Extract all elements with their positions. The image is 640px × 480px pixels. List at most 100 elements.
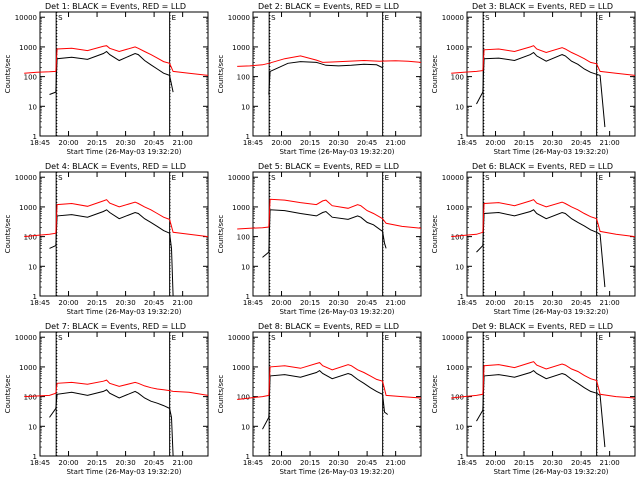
x-tick-label: 20:00 bbox=[271, 459, 291, 467]
y-axis-label: Counts/sec bbox=[431, 215, 439, 254]
y-tick-label: 10000 bbox=[442, 14, 464, 22]
x-tick-label: 20:15 bbox=[514, 139, 534, 147]
x-tick-label: 20:45 bbox=[144, 139, 164, 147]
x-tick-label: 20:45 bbox=[144, 459, 164, 467]
lld-series-line bbox=[237, 198, 422, 230]
events-series-line bbox=[262, 209, 387, 258]
plot-frame bbox=[466, 331, 636, 457]
x-tick-label: 18:45 bbox=[457, 299, 477, 307]
events-series-line bbox=[262, 369, 389, 430]
events-series-line bbox=[49, 209, 174, 297]
y-tick-label: 100 bbox=[24, 394, 37, 402]
y-tick-label: 1 bbox=[246, 453, 250, 461]
x-axis-label: Start Time (26-May-03 19:32:20) bbox=[493, 308, 608, 316]
x-tick-label: 20:00 bbox=[271, 299, 291, 307]
y-axis-label: Counts/sec bbox=[431, 55, 439, 94]
y-tick-label: 10 bbox=[241, 103, 250, 111]
panel-title: Det 7: BLACK = Events, RED = LLD bbox=[45, 322, 186, 331]
time-marker-label: S bbox=[58, 14, 63, 22]
panel-5: Det 5: BLACK = Events, RED = LLD 1 10 100 10… bbox=[217, 162, 422, 316]
plot-frame bbox=[39, 331, 209, 457]
events-series-line bbox=[476, 209, 606, 288]
time-marker-label: E bbox=[599, 174, 603, 182]
panel-title: Det 1: BLACK = Events, RED = LLD bbox=[45, 2, 186, 11]
panel-2: Det 2: BLACK = Events, RED = LLD 1 10 100 10… bbox=[217, 2, 422, 156]
panel-3: Det 3: BLACK = Events, RED = LLD 1 10 100 10… bbox=[431, 2, 636, 156]
x-tick-label: 21:00 bbox=[173, 459, 193, 467]
plot-frame bbox=[39, 11, 209, 137]
x-tick-label: 20:30 bbox=[115, 299, 135, 307]
time-marker-label: E bbox=[599, 334, 603, 342]
x-tick-label: 20:45 bbox=[357, 459, 377, 467]
y-axis-label: Counts/sec bbox=[217, 375, 225, 414]
x-tick-label: 21:00 bbox=[173, 299, 193, 307]
x-tick-label: 20:30 bbox=[115, 139, 135, 147]
y-axis-label: Counts/sec bbox=[4, 215, 12, 254]
y-tick-label: 100 bbox=[237, 234, 250, 242]
events-series-line bbox=[49, 50, 174, 95]
y-tick-label: 10000 bbox=[228, 174, 250, 182]
x-tick-label: 20:30 bbox=[328, 139, 348, 147]
y-tick-label: 1000 bbox=[232, 204, 250, 212]
x-tick-label: 20:00 bbox=[485, 299, 505, 307]
x-tick-label: 20:45 bbox=[571, 459, 591, 467]
y-tick-label: 1000 bbox=[19, 44, 37, 52]
time-marker-label: S bbox=[485, 174, 490, 182]
events-series-line bbox=[268, 61, 383, 95]
y-axis-label: Counts/sec bbox=[4, 375, 12, 414]
y-tick-label: 10 bbox=[28, 263, 37, 271]
x-axis-label: Start Time (26-May-03 19:32:20) bbox=[493, 468, 608, 476]
x-axis-label: Start Time (26-May-03 19:32:20) bbox=[66, 148, 181, 156]
y-tick-label: 1000 bbox=[19, 204, 37, 212]
time-marker-label: S bbox=[271, 174, 276, 182]
plot-frame bbox=[39, 171, 209, 297]
y-tick-label: 1000 bbox=[446, 204, 464, 212]
lld-series-line bbox=[24, 379, 209, 398]
y-tick-label: 1000 bbox=[446, 364, 464, 372]
x-tick-label: 20:00 bbox=[58, 139, 78, 147]
lld-series-line bbox=[24, 199, 209, 238]
y-tick-label: 10 bbox=[28, 423, 37, 431]
x-tick-label: 20:45 bbox=[357, 299, 377, 307]
y-tick-label: 10000 bbox=[442, 174, 464, 182]
time-marker-label: E bbox=[172, 174, 176, 182]
x-tick-label: 20:15 bbox=[300, 459, 320, 467]
panel-title: Det 5: BLACK = Events, RED = LLD bbox=[258, 162, 399, 171]
y-tick-label: 1 bbox=[33, 453, 37, 461]
x-tick-label: 18:45 bbox=[243, 299, 263, 307]
x-tick-label: 20:00 bbox=[485, 139, 505, 147]
panel-7: Det 7: BLACK = Events, RED = LLD 1 10 100 10… bbox=[4, 322, 209, 476]
panel-title: Det 6: BLACK = Events, RED = LLD bbox=[472, 162, 613, 171]
x-axis-label: Start Time (26-May-03 19:32:20) bbox=[66, 308, 181, 316]
x-tick-label: 20:00 bbox=[271, 139, 291, 147]
y-tick-label: 1 bbox=[246, 133, 250, 141]
events-series-line bbox=[476, 369, 606, 448]
x-axis-label: Start Time (26-May-03 19:32:20) bbox=[279, 308, 394, 316]
x-tick-label: 18:45 bbox=[30, 299, 50, 307]
lld-series-line bbox=[237, 362, 422, 400]
x-tick-label: 20:00 bbox=[485, 459, 505, 467]
lld-series-line bbox=[451, 361, 636, 399]
y-axis-label: Counts/sec bbox=[4, 55, 12, 94]
y-tick-label: 1000 bbox=[232, 364, 250, 372]
x-tick-label: 18:45 bbox=[243, 139, 263, 147]
x-axis-label: Start Time (26-May-03 19:32:20) bbox=[66, 468, 181, 476]
x-tick-label: 20:45 bbox=[571, 139, 591, 147]
x-tick-label: 20:15 bbox=[514, 459, 534, 467]
panel-title: Det 4: BLACK = Events, RED = LLD bbox=[45, 162, 186, 171]
x-tick-label: 21:00 bbox=[386, 459, 406, 467]
y-tick-label: 1 bbox=[33, 293, 37, 301]
x-axis-label: Start Time (26-May-03 19:32:20) bbox=[493, 148, 608, 156]
panel-1: Det 1: BLACK = Events, RED = LLD 1 10 100 10… bbox=[4, 2, 209, 156]
lld-series-line bbox=[237, 55, 422, 67]
panel-8: Det 8: BLACK = Events, RED = LLD 1 10 100 10… bbox=[217, 322, 422, 476]
lld-series-line bbox=[24, 45, 209, 76]
plot-frame bbox=[252, 171, 422, 297]
x-tick-label: 18:45 bbox=[30, 459, 50, 467]
events-series-line bbox=[49, 389, 174, 457]
y-tick-label: 100 bbox=[24, 234, 37, 242]
y-tick-label: 10000 bbox=[15, 14, 37, 22]
y-tick-label: 1000 bbox=[232, 44, 250, 52]
plot-frame bbox=[466, 11, 636, 137]
